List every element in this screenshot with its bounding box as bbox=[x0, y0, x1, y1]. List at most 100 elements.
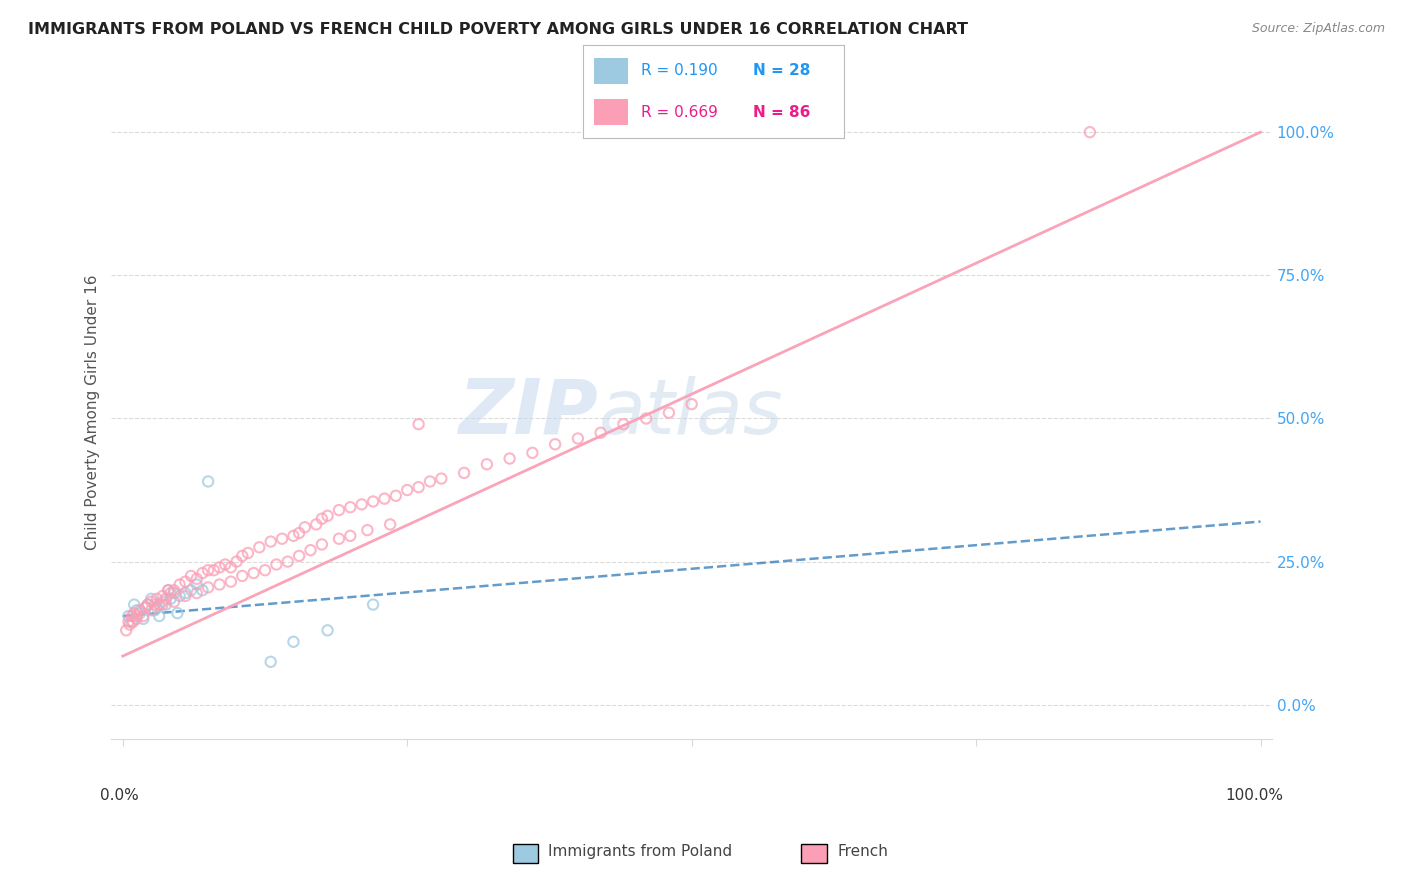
Point bbox=[132, 612, 155, 626]
Point bbox=[247, 541, 270, 555]
Point bbox=[328, 503, 350, 517]
Point bbox=[283, 529, 305, 543]
Point bbox=[146, 591, 169, 606]
Point bbox=[311, 511, 333, 525]
Point bbox=[567, 432, 589, 446]
Point bbox=[636, 411, 658, 425]
Text: Source: ZipAtlas.com: Source: ZipAtlas.com bbox=[1251, 22, 1385, 36]
Point bbox=[148, 598, 170, 612]
Point bbox=[311, 537, 333, 551]
Point bbox=[135, 600, 157, 615]
Point bbox=[163, 586, 186, 600]
Point bbox=[385, 489, 408, 503]
Point bbox=[350, 497, 373, 511]
Y-axis label: Child Poverty Among Girls Under 16: Child Poverty Among Girls Under 16 bbox=[86, 275, 100, 550]
Point bbox=[288, 549, 311, 563]
Point bbox=[339, 529, 361, 543]
Point bbox=[253, 563, 276, 577]
Point bbox=[202, 563, 225, 577]
Bar bbox=[593, 58, 627, 84]
Point bbox=[266, 558, 288, 572]
Point bbox=[117, 615, 139, 629]
Point bbox=[544, 437, 567, 451]
Point bbox=[236, 546, 259, 560]
Point bbox=[328, 532, 350, 546]
Point bbox=[166, 606, 188, 620]
Point bbox=[430, 472, 453, 486]
Point bbox=[271, 532, 294, 546]
Point bbox=[396, 483, 419, 497]
Text: French: French bbox=[838, 845, 889, 859]
Point bbox=[277, 555, 299, 569]
Point bbox=[152, 598, 174, 612]
Point bbox=[174, 589, 197, 603]
Point bbox=[373, 491, 395, 506]
Point bbox=[143, 598, 166, 612]
Point bbox=[163, 595, 186, 609]
Point bbox=[122, 606, 145, 620]
Point bbox=[356, 523, 378, 537]
Point bbox=[136, 598, 159, 612]
Point bbox=[522, 446, 544, 460]
Point bbox=[378, 517, 401, 532]
Point bbox=[128, 606, 150, 620]
Point bbox=[283, 634, 305, 648]
Point bbox=[136, 598, 159, 612]
Point bbox=[191, 583, 214, 598]
Point bbox=[419, 475, 441, 489]
Text: N = 28: N = 28 bbox=[752, 63, 810, 78]
Point bbox=[135, 600, 157, 615]
Point bbox=[408, 480, 430, 494]
Text: 0.0%: 0.0% bbox=[100, 789, 139, 803]
Point bbox=[125, 612, 148, 626]
Point bbox=[260, 534, 283, 549]
Point bbox=[339, 500, 361, 515]
Point bbox=[141, 603, 163, 617]
Point bbox=[316, 508, 339, 523]
Point bbox=[408, 417, 430, 432]
Point bbox=[475, 457, 498, 471]
Point bbox=[157, 583, 180, 598]
Point bbox=[180, 569, 202, 583]
Point bbox=[180, 583, 202, 598]
Point bbox=[658, 406, 681, 420]
Point bbox=[146, 600, 169, 615]
Point bbox=[453, 466, 475, 480]
Point bbox=[141, 591, 163, 606]
Point bbox=[152, 589, 174, 603]
Point bbox=[225, 555, 247, 569]
Point bbox=[361, 494, 384, 508]
Point bbox=[197, 475, 219, 489]
Text: R = 0.669: R = 0.669 bbox=[641, 104, 717, 120]
Point bbox=[305, 517, 328, 532]
Point bbox=[231, 549, 253, 563]
Point bbox=[208, 577, 231, 591]
Point bbox=[219, 574, 242, 589]
Point bbox=[498, 451, 520, 466]
Point bbox=[155, 598, 177, 612]
Point bbox=[186, 572, 208, 586]
Point bbox=[612, 417, 634, 432]
Point bbox=[294, 520, 316, 534]
Point bbox=[125, 603, 148, 617]
Point bbox=[197, 563, 219, 577]
Point bbox=[361, 598, 384, 612]
Point bbox=[155, 591, 177, 606]
Point bbox=[169, 589, 191, 603]
Text: N = 86: N = 86 bbox=[752, 104, 810, 120]
Point bbox=[174, 574, 197, 589]
Point bbox=[125, 609, 148, 624]
Point bbox=[681, 397, 703, 411]
Point bbox=[122, 615, 145, 629]
Point bbox=[121, 615, 143, 629]
Point bbox=[186, 577, 208, 591]
Text: atlas: atlas bbox=[599, 376, 783, 450]
Point bbox=[117, 609, 139, 624]
Text: Immigrants from Poland: Immigrants from Poland bbox=[548, 845, 733, 859]
Point bbox=[219, 560, 242, 574]
Point bbox=[174, 586, 197, 600]
Point bbox=[316, 624, 339, 638]
Point bbox=[169, 577, 191, 591]
Point bbox=[186, 586, 208, 600]
Point bbox=[242, 566, 264, 580]
